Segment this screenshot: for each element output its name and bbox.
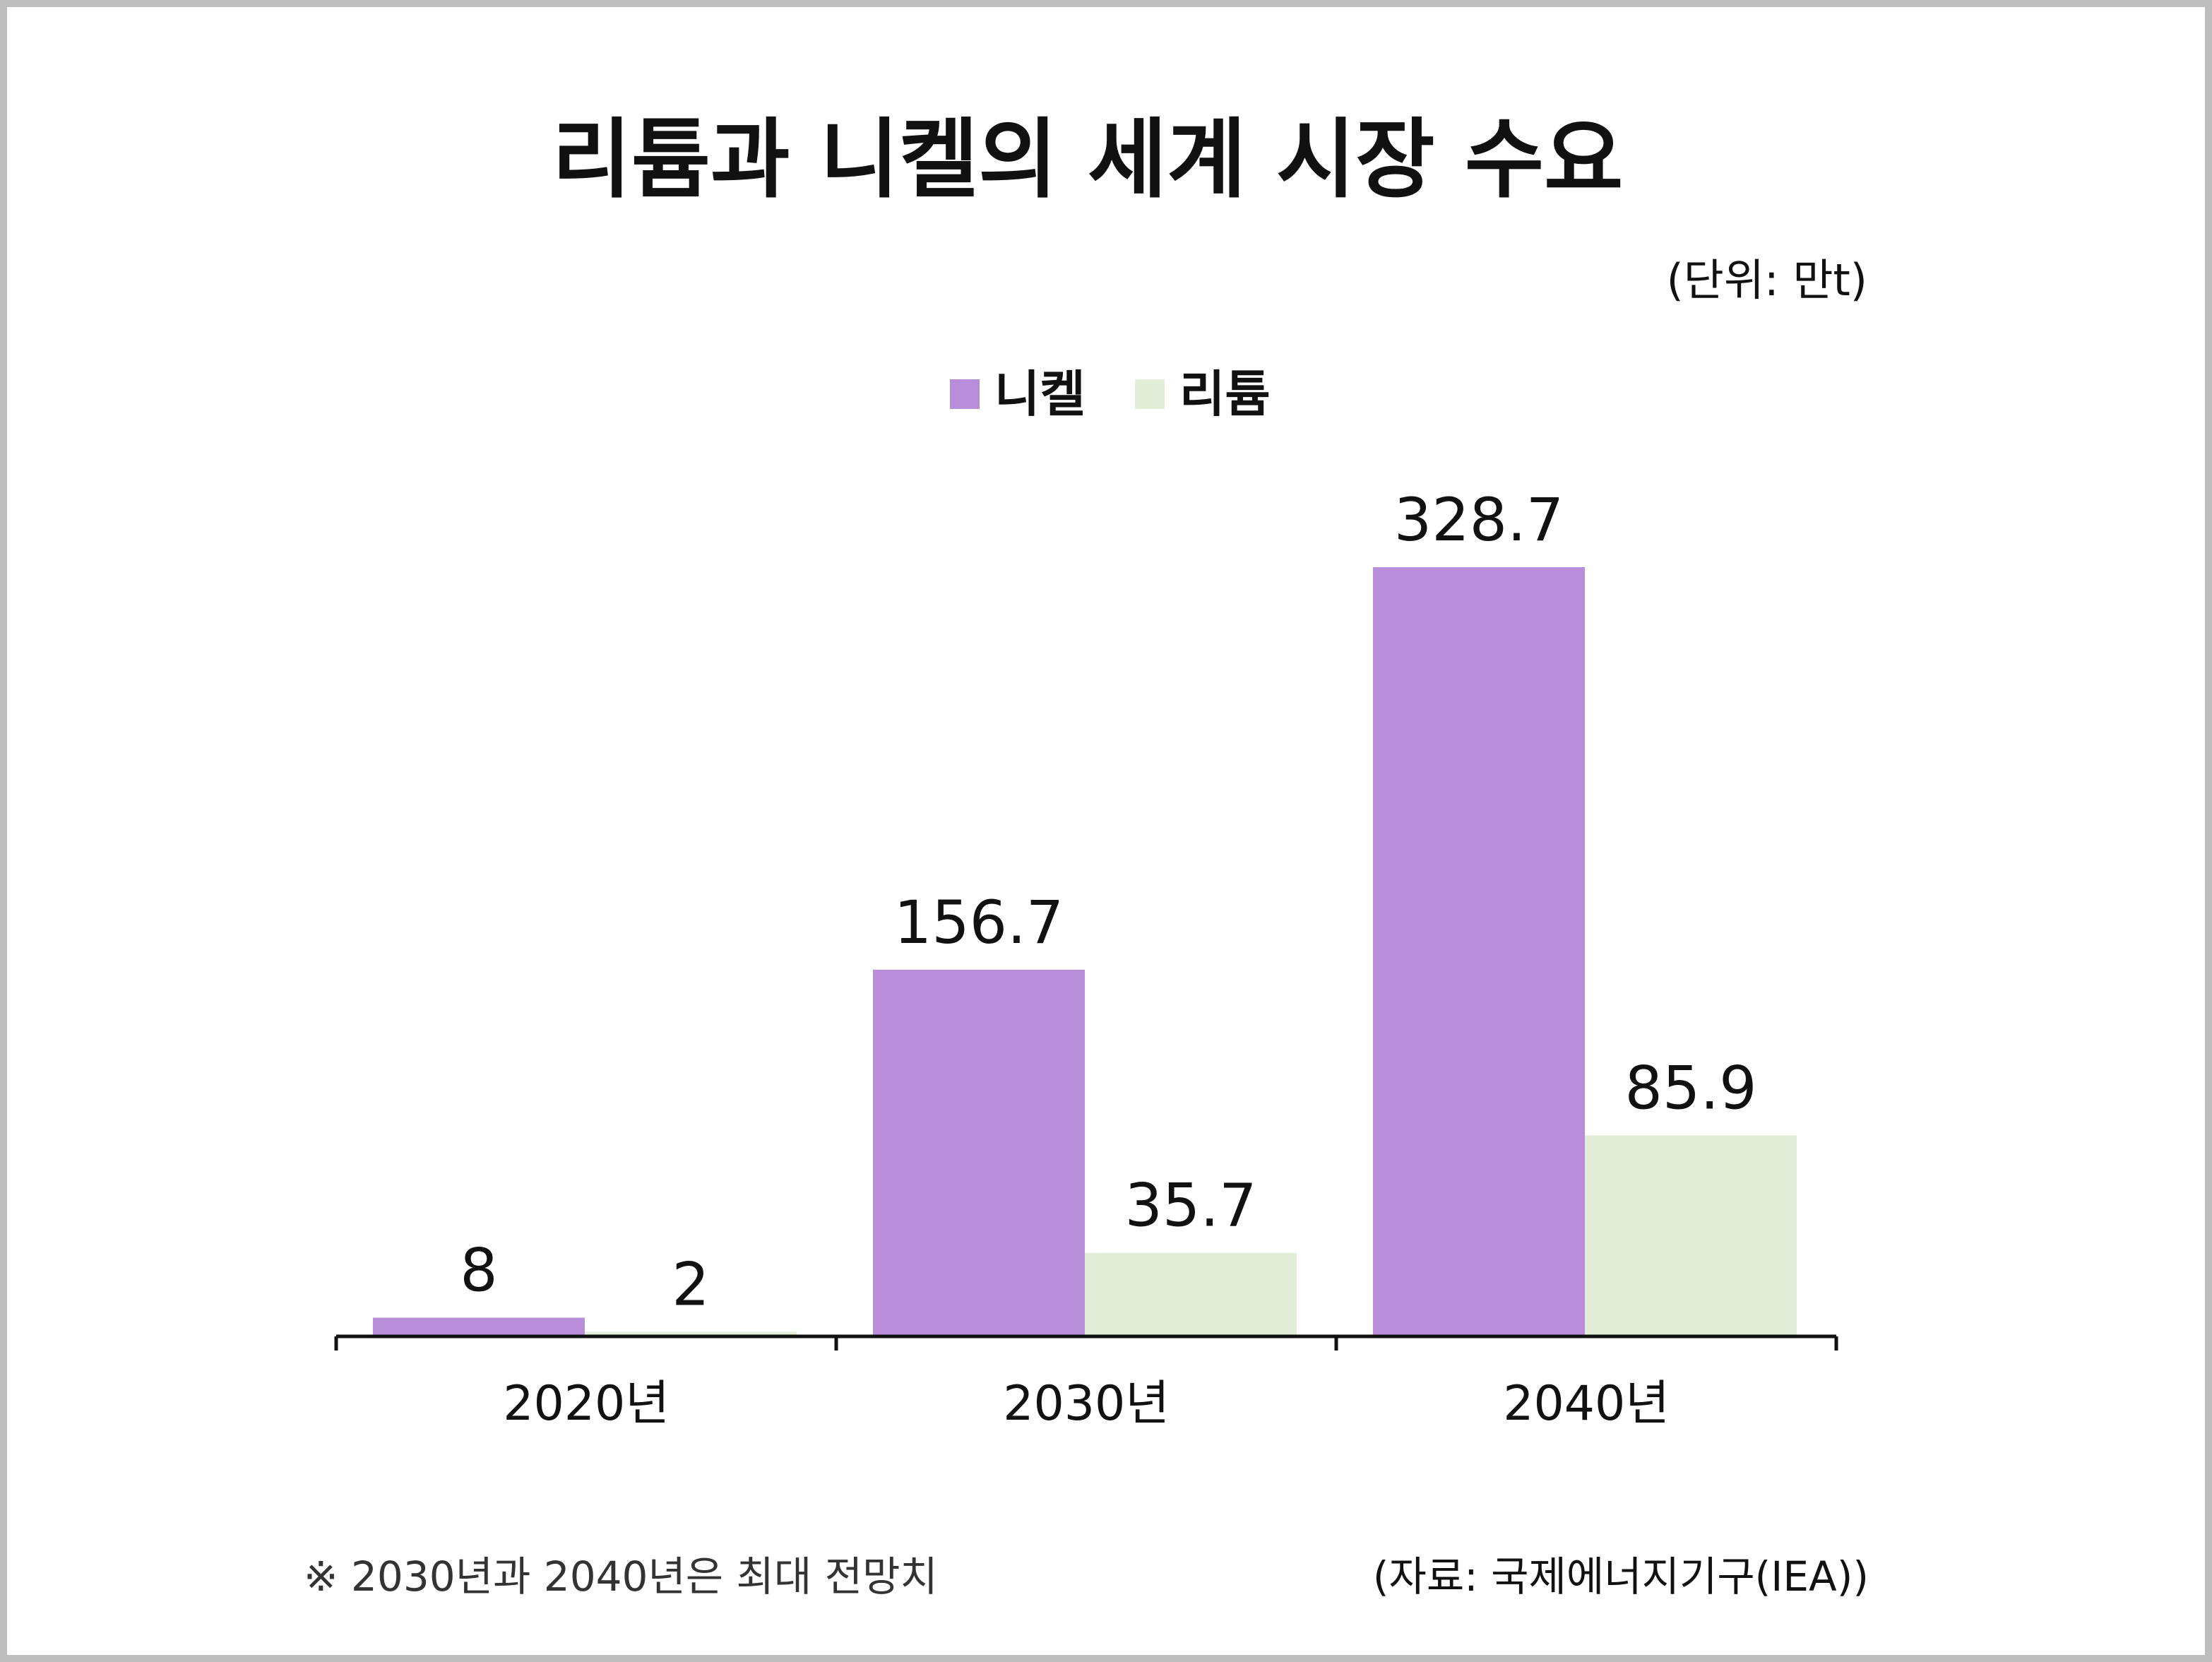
bar-nickel-0 bbox=[373, 1317, 585, 1336]
bars-layer bbox=[373, 567, 1797, 1336]
category-label-0: 2020년 bbox=[503, 1376, 670, 1432]
value-label-nickel-1: 156.7 bbox=[894, 888, 1064, 957]
legend-swatch-lithium bbox=[1135, 379, 1165, 409]
bar-lithium-2 bbox=[1585, 1135, 1797, 1336]
value-labels: 8 2 156.7 35.7 328.7 85.9 bbox=[460, 485, 1756, 1319]
chart-title: 리튬과 니켈의 세계 시장 수요 bbox=[552, 109, 1624, 210]
x-axis bbox=[334, 1334, 1838, 1351]
value-label-lithium-1: 35.7 bbox=[1124, 1171, 1256, 1240]
bar-nickel-1 bbox=[873, 969, 1085, 1336]
bar-lithium-0 bbox=[585, 1331, 797, 1336]
legend-swatch-nickel bbox=[950, 379, 980, 409]
category-label-1: 2030년 bbox=[1003, 1376, 1170, 1432]
value-label-nickel-0: 8 bbox=[460, 1235, 497, 1305]
value-label-lithium-2: 85.9 bbox=[1624, 1053, 1756, 1122]
legend: 니켈 리튬 bbox=[950, 365, 1271, 423]
legend-label-lithium: 리튬 bbox=[1179, 365, 1271, 423]
category-labels: 2020년 2030년 2040년 bbox=[503, 1376, 1670, 1432]
value-label-nickel-2: 328.7 bbox=[1394, 485, 1564, 554]
footnote: ※ 2030년과 2040년은 최대 전망치 bbox=[304, 1553, 938, 1601]
legend-label-nickel: 니켈 bbox=[994, 365, 1086, 423]
source-note: (자료: 국제에너지기구(IEA)) bbox=[1373, 1553, 1869, 1601]
bar-lithium-1 bbox=[1085, 1252, 1297, 1336]
category-label-2: 2040년 bbox=[1503, 1376, 1670, 1432]
unit-label: (단위: 만t) bbox=[1667, 254, 1867, 306]
bar-nickel-2 bbox=[1373, 567, 1585, 1336]
value-label-lithium-0: 2 bbox=[672, 1250, 709, 1319]
